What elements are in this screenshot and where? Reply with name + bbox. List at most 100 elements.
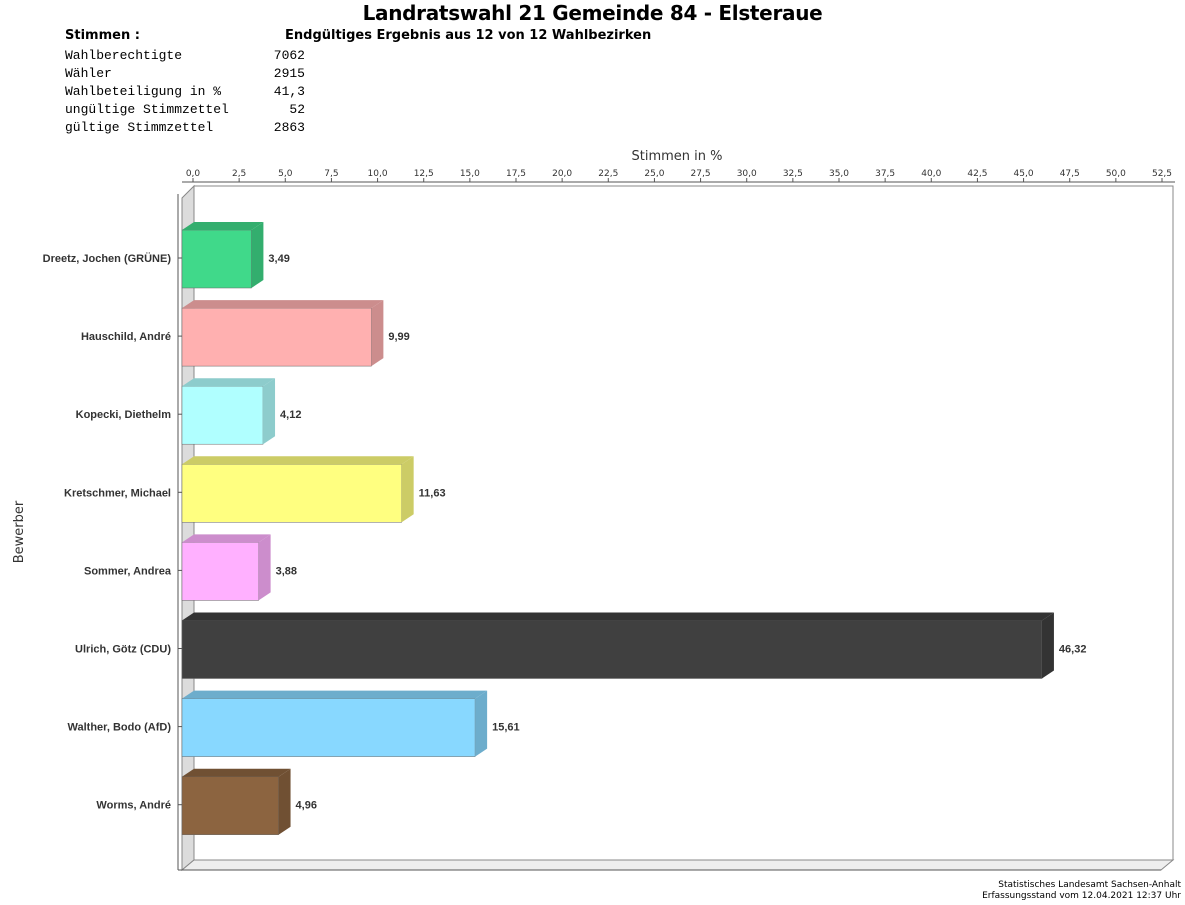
bar-side (475, 690, 488, 757)
bar-group: 15,61 Walther, Bodo (AfD) (68, 690, 520, 757)
footer: Statistisches Landesamt Sachsen-Anhalt E… (982, 880, 1181, 902)
bar-side (371, 300, 384, 367)
category-label: Ulrich, Götz (CDU) (75, 644, 171, 656)
bar-group: 4,12 Kopecki, Diethelm (76, 378, 301, 445)
stat-row: gültige Stimmzettel 2863 (65, 120, 325, 138)
bar-value-label: 46,32 (1059, 644, 1087, 656)
page-title: Landratswahl 21 Gemeinde 84 - Elsteraue (362, 1, 823, 25)
bar-group: 46,32 Ulrich, Götz (CDU) (75, 612, 1087, 679)
bars: 3,49 Dreetz, Jochen (GRÜNE) 9,99 Hauschild,… (43, 222, 1087, 835)
x-tick-label: 50,0 (1106, 169, 1126, 179)
bar-group: 4,96 Worms, André (96, 768, 317, 835)
x-tick-label: 17,5 (506, 169, 526, 179)
bar-group: 3,49 Dreetz, Jochen (GRÜNE) (43, 222, 290, 289)
bar-side (401, 456, 414, 523)
stat-row: ungültige Stimmzettel 52 (65, 102, 325, 120)
bar-side (251, 222, 264, 288)
bar-top (182, 768, 291, 777)
bar-value-label: 11,63 (419, 487, 446, 499)
x-tick-label: 10,0 (368, 169, 388, 179)
bar-value-label: 3,49 (268, 253, 289, 265)
stat-row: Wahlbeteiligung in % 41,3 (65, 84, 325, 102)
stat-label: Wahlbeteiligung in % (65, 84, 222, 99)
chart-back-wall (193, 185, 1174, 861)
x-tick-label: 22,5 (598, 169, 618, 179)
chart-floor (180, 859, 1175, 871)
bar (181, 307, 372, 367)
x-axis: 0,0 2,5 5,0 7,5 10,0 12,5 15,0 17,5 20,0 22,5 25,0… (182, 169, 1175, 183)
x-tick-label: 52,5 (1152, 169, 1172, 179)
x-tick-label: 15,0 (460, 169, 480, 179)
x-tick-label: 7,5 (324, 169, 338, 179)
bar (181, 464, 402, 523)
bar-group: 3,88 Sommer, Andrea (84, 534, 297, 601)
stats-table: Wahlberechtigte 7062 Wähler 2915 Wahlbet… (65, 48, 325, 138)
x-tick-label: 5,0 (278, 169, 293, 179)
category-label: Dreetz, Jochen (GRÜNE) (43, 252, 172, 265)
x-tick-label: 45,0 (1014, 169, 1034, 179)
footer-timestamp: Erfassungsstand vom 12.04.2021 12:37 Uhr (982, 891, 1181, 901)
bar-top (182, 378, 276, 387)
category-label: Walther, Bodo (AfD) (68, 722, 172, 734)
x-tick-label: 20,0 (552, 169, 572, 179)
bar-top (182, 534, 271, 543)
x-tick-label: 47,5 (1060, 169, 1080, 179)
stat-label: ungültige Stimmzettel (65, 102, 229, 117)
category-label: Kretschmer, Michael (64, 487, 171, 499)
stat-label: Wahlberechtigte (65, 48, 183, 63)
stat-row: Wähler 2915 (65, 66, 325, 84)
bar-side (258, 534, 271, 601)
bar-value-label: 3,88 (276, 565, 297, 577)
footer-source: Statistisches Landesamt Sachsen-Anhalt (998, 880, 1181, 890)
bar (181, 698, 476, 757)
stat-label: Wähler (65, 66, 112, 81)
stat-value: 52 (289, 102, 305, 117)
category-label: Hauschild, André (81, 331, 171, 343)
bar (181, 229, 252, 289)
x-tick-label: 40,0 (921, 169, 941, 179)
x-tick-label: 37,5 (875, 169, 895, 179)
bar-top (182, 612, 1054, 621)
bar-top (182, 690, 488, 699)
bar-value-label: 4,96 (296, 800, 317, 812)
stat-value: 7062 (273, 48, 305, 63)
x-tick-label: 42,5 (967, 169, 987, 179)
x-axis-title: Stimmen in % (632, 149, 723, 164)
stimmen-label: Stimmen : (65, 28, 140, 43)
bar-side (263, 378, 276, 445)
stat-row: Wahlberechtigte 7062 (65, 48, 325, 66)
x-tick-label: 12,5 (414, 169, 434, 179)
category-label: Worms, André (96, 800, 171, 812)
bar (181, 620, 1043, 679)
bar-top (182, 456, 414, 465)
x-tick-label: 25,0 (644, 169, 664, 179)
stat-label: gültige Stimmzettel (65, 120, 214, 135)
bar-group: 11,63 Kretschmer, Michael (64, 456, 446, 523)
result-subtitle: Endgültiges Ergebnis aus 12 von 12 Wahlb… (285, 28, 652, 43)
bar-top (182, 222, 264, 230)
bar (181, 542, 259, 601)
x-tick-label: 27,5 (691, 169, 711, 179)
bar-group: 9,99 Hauschild, André (81, 300, 410, 367)
bar-top (182, 300, 384, 309)
chart-frame (177, 184, 1175, 872)
bar-value-label: 9,99 (388, 331, 409, 343)
x-tick-label: 2,5 (232, 169, 246, 179)
stat-value: 2915 (273, 66, 305, 81)
stat-value: 2863 (273, 120, 305, 135)
x-tick-label: 32,5 (783, 169, 803, 179)
chart-left-wall (181, 184, 195, 872)
stat-value: 41,3 (273, 84, 305, 99)
bar-value-label: 4,12 (280, 409, 301, 421)
category-label: Sommer, Andrea (84, 565, 172, 577)
bar-side (278, 768, 291, 835)
bar-value-label: 15,61 (492, 722, 520, 734)
x-tick-label: 0,0 (186, 169, 201, 179)
x-tick-label: 35,0 (829, 169, 849, 179)
bar (181, 776, 279, 835)
bar (181, 385, 264, 445)
y-axis-title: Bewerber (12, 500, 27, 563)
bar-side (1041, 612, 1054, 679)
category-label: Kopecki, Diethelm (76, 409, 172, 421)
